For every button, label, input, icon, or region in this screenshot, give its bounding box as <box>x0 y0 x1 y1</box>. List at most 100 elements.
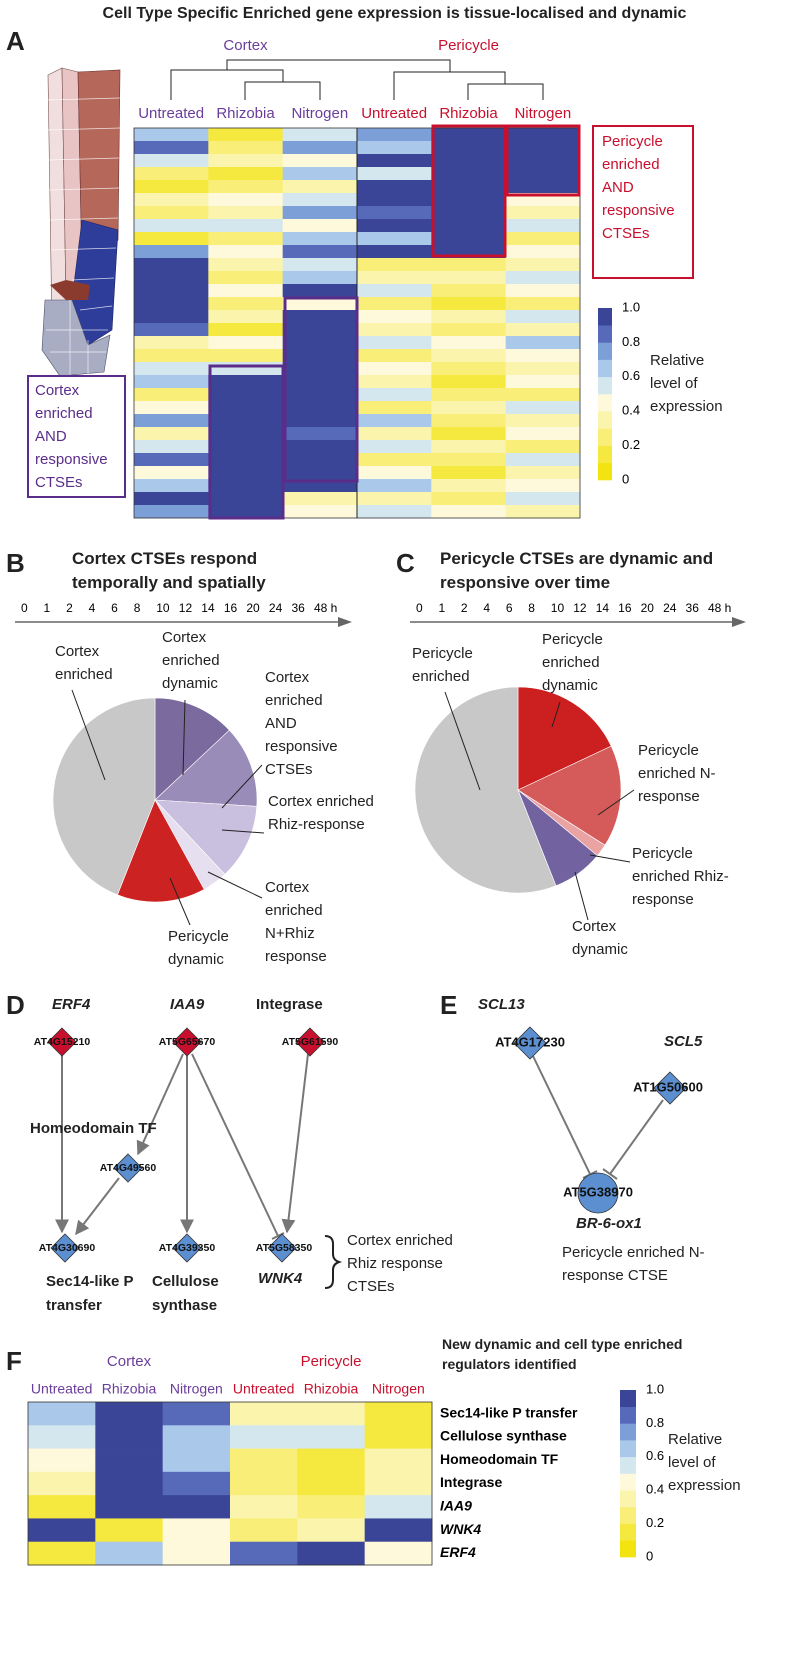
heatmap-cell <box>208 505 284 519</box>
heatmap-cell <box>282 375 358 389</box>
timeline-arrow <box>338 617 352 627</box>
heatmap-cell <box>505 505 581 519</box>
heatmap-cell <box>208 440 284 454</box>
heatmap-cell <box>282 336 358 350</box>
panel-letter: F <box>6 1346 22 1376</box>
heatmap-cell <box>282 167 358 181</box>
heatmap-cell <box>134 258 209 272</box>
heatmap-cell <box>431 206 507 220</box>
heatmap-cell <box>431 232 507 246</box>
colorbar-tick-label: 0.6 <box>622 368 640 383</box>
slice-label: Cortex enriched <box>55 643 113 683</box>
heatmap-cell <box>282 193 358 207</box>
group-label: Cortex <box>223 37 268 54</box>
heatmap-cell <box>208 466 284 480</box>
heatmap-cell <box>208 388 284 402</box>
gene-label: Sec14-like P transfer <box>46 1273 134 1314</box>
timeline-label: 4 <box>483 601 490 615</box>
colorbar-step <box>598 394 612 412</box>
group-label: Cortex <box>107 1353 152 1370</box>
figure-title: Cell Type Specific Enriched gene express… <box>102 5 687 22</box>
slice-label: Pericycle enriched dynamic <box>542 631 603 694</box>
heatmap-cell <box>357 206 432 220</box>
timeline-label: 36 <box>686 601 700 615</box>
heatmap-cell <box>134 401 209 415</box>
timeline-label: 24 <box>663 601 677 615</box>
colorbar-step <box>598 376 612 395</box>
heatmap-cell <box>297 1471 366 1496</box>
heatmap-cell <box>134 492 209 506</box>
heatmap-cell <box>134 479 209 493</box>
gene-label: SCL13 <box>478 996 525 1013</box>
heatmap-cell <box>505 479 581 493</box>
heatmap-cell <box>208 128 284 142</box>
column-label: Rhizobia <box>439 105 498 122</box>
slice-label: Cortex dynamic <box>572 918 628 958</box>
heatmap-border <box>27 1401 433 1566</box>
heatmap-cell <box>505 245 581 259</box>
heatmap-cell <box>95 1471 164 1496</box>
colorbar-step <box>620 1440 636 1458</box>
heatmap-cell <box>431 427 507 441</box>
column-label: Nitrogen <box>291 105 348 122</box>
heatmap-cell <box>282 388 358 402</box>
heatmap-cell <box>505 271 581 285</box>
heatmap-cell <box>134 154 209 168</box>
heatmap-cell <box>431 323 507 337</box>
heatmap-cell <box>208 284 284 298</box>
heatmap-cell <box>364 1495 433 1519</box>
heatmap-cell <box>134 167 209 181</box>
heatmap-cell <box>431 492 507 506</box>
heatmap-cell <box>282 284 358 298</box>
timeline-label: 10 <box>551 601 565 615</box>
heatmap-cell <box>505 323 581 337</box>
heatmap-cell <box>230 1402 298 1426</box>
colorbar-step <box>598 359 612 378</box>
colorbar-step <box>598 325 612 343</box>
timeline-label: 20 <box>641 601 655 615</box>
heatmap-cell <box>357 440 432 454</box>
row-label: Integrase <box>440 1474 502 1490</box>
heatmap-cell <box>134 219 209 233</box>
node-id: AT4G39350 <box>159 1242 216 1254</box>
heatmap-cell <box>95 1402 164 1426</box>
node-id: AT5G65670 <box>159 1036 216 1048</box>
heatmap-cell <box>282 440 358 454</box>
heatmap-cell <box>505 180 581 194</box>
panel-letter: C <box>396 548 415 578</box>
timeline-label: 4 <box>89 601 96 615</box>
pie-slice <box>414 686 557 894</box>
heatmap-cell <box>134 128 209 142</box>
gene-label: SCL5 <box>664 1033 703 1050</box>
timeline-label: 12 <box>573 601 587 615</box>
gene-label: BR-6-ox1 <box>576 1215 642 1232</box>
timeline-label: 2 <box>66 601 73 615</box>
heatmap-cell <box>230 1518 298 1543</box>
note: Pericycle enriched N-response CTSE <box>562 1244 705 1284</box>
timeline-label: 36 <box>291 601 305 615</box>
heatmap-cell <box>282 505 358 519</box>
heatmap-cell <box>505 414 581 428</box>
heatmap-cell <box>357 323 432 337</box>
heatmap-cell <box>134 466 209 480</box>
heatmap-cell <box>282 310 358 324</box>
heatmap-cell <box>208 349 284 363</box>
colorbar-step <box>620 1490 636 1508</box>
node-id: AT5G58350 <box>256 1242 313 1254</box>
timeline-label: 0 <box>21 601 28 615</box>
colorbar-tick-label: 0.4 <box>622 403 640 418</box>
network-e-nodes <box>513 1026 687 1214</box>
heatmap-cell <box>28 1402 96 1426</box>
gene-label: Integrase <box>256 996 323 1013</box>
heatmap-cell <box>230 1425 298 1449</box>
heatmap-cell <box>431 362 507 376</box>
heatmap-cell <box>282 453 358 467</box>
heatmap-cell <box>297 1448 366 1473</box>
heatmap-cell <box>28 1541 96 1566</box>
heatmap-cell <box>208 401 284 415</box>
pie-slice <box>517 745 622 846</box>
heatmap-cell <box>162 1495 231 1519</box>
heatmap-cell <box>134 323 209 337</box>
heatmap-cell <box>134 427 209 441</box>
heatmap-cell <box>208 453 284 467</box>
